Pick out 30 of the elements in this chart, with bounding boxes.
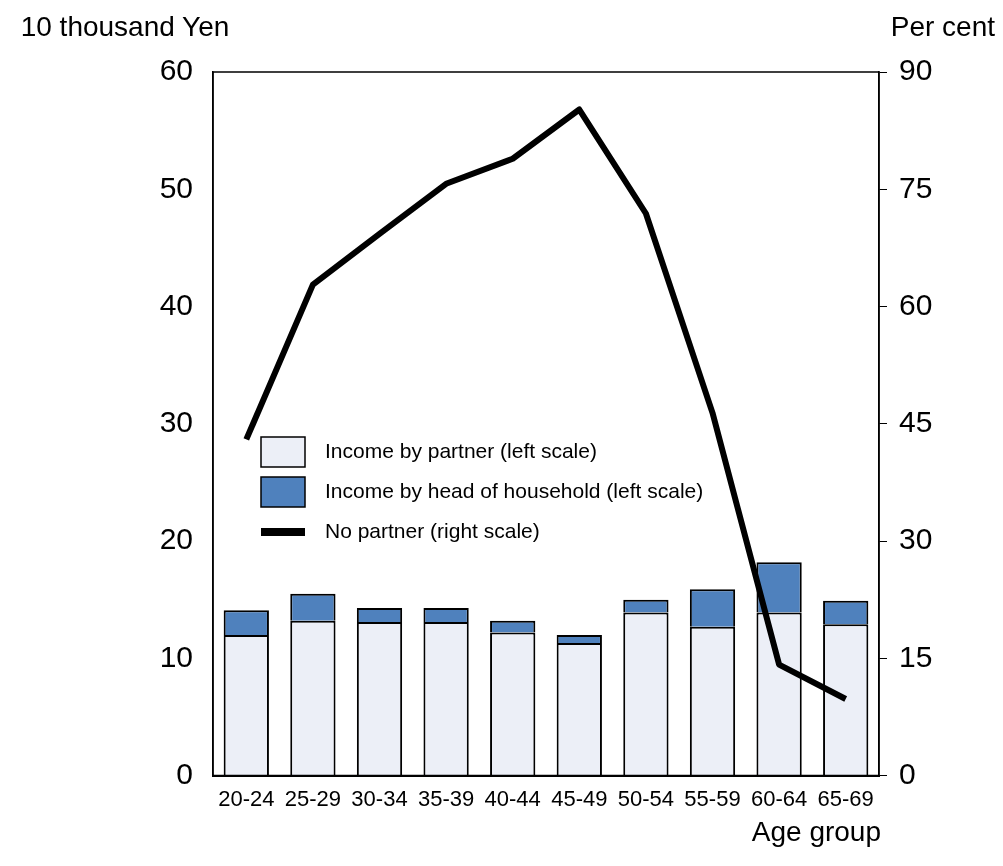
x-tick-label: 30-34 <box>351 785 408 811</box>
y-tick-label: 0 <box>176 756 193 790</box>
legend-label: No partner (right scale) <box>325 518 540 542</box>
x-tick-label: 20-24 <box>218 785 275 811</box>
x-tick-label: 45-49 <box>551 785 608 811</box>
y-tick-label: 40 <box>159 287 193 321</box>
y-tick-label: 20 <box>159 522 193 556</box>
y2-axis-title: Per cent <box>890 10 996 42</box>
y2-tick-label: 90 <box>899 53 933 87</box>
x-tick-label: 25-29 <box>284 785 342 811</box>
y2-tick-label: 75 <box>899 170 933 204</box>
x-tick-label: 35-39 <box>417 785 475 811</box>
legend-label: Income by partner (left scale) <box>325 438 597 462</box>
y2-tick-label: 60 <box>899 287 933 321</box>
x-tick-label: 55-59 <box>684 785 741 811</box>
y-tick-label: 60 <box>159 53 193 87</box>
x-tick-label: 40-44 <box>484 785 541 811</box>
y2-tick-label: 0 <box>899 756 916 790</box>
y-axis-title: 10 thousand Yen <box>20 10 230 42</box>
x-axis-title: Age group <box>751 816 881 848</box>
y-tick-label: 50 <box>159 170 193 204</box>
x-tick-label: 50-54 <box>617 785 675 811</box>
y2-tick-label: 45 <box>899 405 933 439</box>
y2-tick-label: 15 <box>899 639 933 673</box>
x-tick-label: 60-64 <box>750 785 808 811</box>
legend-label: Income by head of household (left scale) <box>325 478 704 502</box>
x-tick-label: 65-69 <box>817 785 874 811</box>
y-tick-label: 30 <box>159 405 193 439</box>
y-tick-label: 10 <box>159 639 193 673</box>
y2-tick-label: 30 <box>899 522 933 556</box>
